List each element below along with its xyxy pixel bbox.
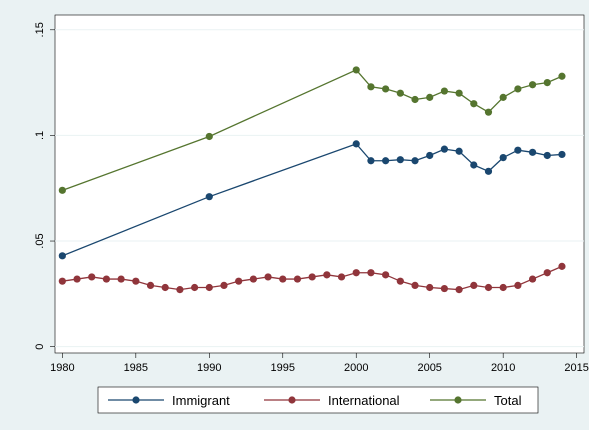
marker: [73, 275, 81, 283]
marker: [484, 283, 493, 292]
marker: [58, 277, 66, 285]
marker: [426, 151, 434, 160]
marker: [58, 186, 66, 194]
legend-label: Immigrant: [172, 393, 230, 408]
marker: [352, 140, 360, 148]
marker: [411, 281, 419, 289]
marker: [220, 281, 228, 289]
marker: [323, 271, 331, 279]
marker: [543, 269, 551, 277]
marker: [382, 85, 390, 93]
marker: [426, 283, 434, 292]
marker: [470, 281, 478, 289]
y-tick-label: .1: [34, 131, 46, 140]
marker: [440, 87, 449, 95]
marker: [190, 283, 199, 292]
marker: [396, 89, 404, 97]
marker: [382, 271, 390, 279]
marker: [558, 150, 566, 159]
marker: [528, 81, 537, 89]
marker: [558, 72, 566, 80]
legend-label: International: [328, 393, 400, 408]
marker: [396, 277, 404, 285]
x-tick-label: 1995: [271, 362, 295, 374]
y-tick-label: .15: [34, 22, 46, 37]
marker: [470, 161, 478, 169]
marker: [102, 275, 111, 283]
marker: [484, 108, 493, 116]
marker: [88, 273, 96, 281]
legend-label: Total: [494, 393, 522, 408]
marker: [470, 100, 478, 108]
marker: [499, 153, 507, 162]
marker: [161, 283, 169, 292]
marker: [484, 167, 493, 175]
marker: [205, 283, 213, 292]
marker: [235, 277, 243, 285]
marker: [514, 85, 522, 93]
x-tick-label: 1990: [197, 362, 221, 374]
legend-marker: [288, 396, 296, 404]
x-tick-label: 2000: [344, 362, 368, 374]
x-tick-label: 2005: [417, 362, 441, 374]
marker: [308, 273, 316, 281]
marker: [117, 275, 125, 283]
marker: [352, 269, 360, 277]
marker: [411, 95, 419, 104]
marker: [264, 273, 272, 281]
marker: [352, 66, 360, 74]
marker: [455, 89, 463, 97]
marker: [499, 283, 507, 292]
marker: [396, 156, 404, 164]
marker: [455, 147, 463, 155]
y-tick-label: 0: [34, 344, 46, 350]
marker: [205, 132, 213, 141]
marker: [528, 148, 537, 156]
marker: [514, 281, 522, 289]
marker: [455, 286, 463, 294]
marker: [337, 273, 346, 281]
marker: [440, 284, 449, 293]
marker: [367, 269, 375, 277]
marker: [499, 93, 507, 101]
x-tick-label: 2015: [564, 362, 588, 374]
marker: [367, 157, 375, 165]
x-tick-label: 1980: [50, 362, 74, 374]
marker: [293, 275, 302, 283]
y-tick-label: .05: [34, 233, 46, 248]
marker: [205, 193, 213, 201]
marker: [367, 83, 375, 91]
marker: [58, 252, 66, 260]
marker: [543, 151, 551, 160]
legend-marker: [132, 396, 140, 404]
legend-marker: [454, 396, 462, 404]
marker: [558, 262, 566, 270]
marker: [382, 157, 390, 165]
marker: [514, 146, 522, 154]
marker: [543, 79, 551, 87]
marker: [528, 275, 537, 283]
marker: [279, 275, 287, 283]
x-tick-label: 2010: [491, 362, 515, 374]
marker: [411, 157, 419, 165]
marker: [176, 286, 184, 294]
marker: [249, 275, 257, 283]
marker: [146, 281, 155, 289]
marker: [440, 145, 449, 153]
marker: [426, 93, 434, 101]
plot-area: [54, 14, 585, 354]
x-tick-label: 1985: [124, 362, 148, 374]
marker: [132, 277, 140, 285]
